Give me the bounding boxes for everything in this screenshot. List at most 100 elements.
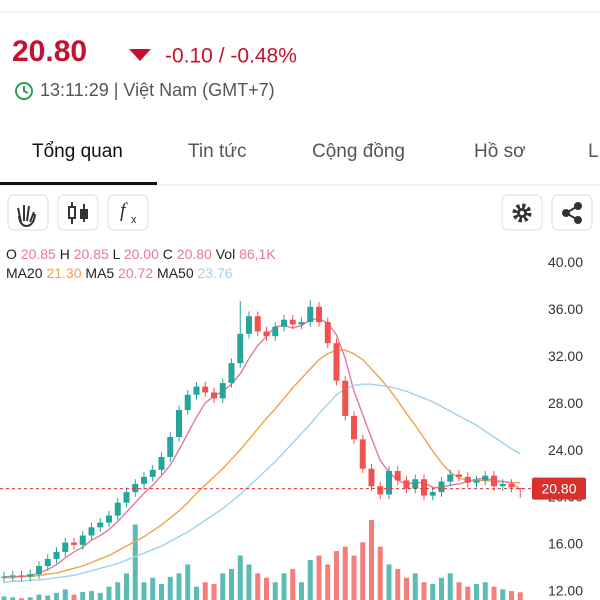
candle-body (421, 479, 427, 496)
candle-body (482, 475, 489, 481)
volume-bar (132, 524, 138, 600)
tab[interactable]: Hồ sơ (474, 141, 526, 162)
candle-body (114, 502, 121, 516)
ma-line (4, 349, 521, 579)
share-icon (562, 202, 582, 224)
y-tick-label: 12.00 (548, 582, 583, 598)
volume-bar (36, 594, 42, 600)
candle-body (193, 386, 200, 395)
volume-bar (290, 568, 296, 600)
candle-body (263, 331, 270, 337)
ma-line (4, 317, 521, 578)
candle-body (36, 565, 42, 575)
candle-body (123, 492, 130, 503)
ma-line (3, 383, 521, 584)
volume-bar (447, 573, 453, 600)
volume-bar (386, 564, 392, 600)
candle-body (27, 574, 34, 577)
candle-body (97, 522, 104, 528)
volume-bar (80, 592, 86, 600)
volume-bar (1, 596, 7, 600)
volume-bar (62, 589, 68, 600)
candle-button[interactable] (57, 194, 99, 231)
candle-body (88, 527, 95, 536)
candle-body (228, 363, 235, 384)
volume-bar (141, 582, 147, 600)
volume-bar (491, 586, 497, 600)
volume-bar (430, 584, 436, 600)
fx-icon-sub: x (131, 214, 137, 226)
candle-body (237, 333, 244, 364)
volume-bar (456, 582, 462, 600)
candle-body (342, 380, 349, 416)
candle-body (456, 474, 462, 477)
fx-icon: f (120, 200, 128, 222)
y-tick-label: 40.00 (548, 254, 583, 270)
candle-body (368, 468, 375, 487)
volume-bar (150, 577, 156, 600)
volume-bar (500, 589, 506, 600)
volume-bar (202, 582, 208, 600)
y-tick-label: 36.00 (548, 301, 583, 317)
candle-body (18, 575, 25, 577)
tab-underline (0, 182, 157, 185)
volume-bar (176, 573, 182, 600)
hand-icon (17, 205, 36, 228)
candle-body (184, 394, 191, 411)
volume-bar (194, 586, 199, 600)
tab[interactable]: Cộng đồng (312, 141, 405, 162)
tab[interactable]: Tin tức (188, 141, 246, 162)
volume-bar (474, 584, 479, 600)
candle-body (132, 483, 139, 493)
volume-bar (404, 577, 409, 600)
candle-body (211, 392, 217, 399)
gear-icon (512, 203, 532, 223)
volume-bar (115, 582, 121, 600)
volume-bar (54, 592, 59, 600)
volume-bar (509, 591, 514, 600)
candle-body (473, 480, 480, 483)
plot: 40.0036.0032.0028.0024.0020.0016.0012.00… (0, 254, 586, 600)
ohlc-legend: O 20.85 H 20.85 L 20.00 C 20.80 Vol 86,1… (6, 246, 276, 262)
volume-bar (264, 577, 269, 600)
volume-bar (19, 598, 24, 600)
volume-bar (482, 582, 488, 600)
tab[interactable]: L (588, 141, 599, 162)
tab[interactable]: Tổng quan (32, 141, 123, 162)
candle-body (202, 386, 209, 393)
volume-bar (246, 564, 252, 600)
candle-body (158, 456, 165, 470)
down-arrow (129, 49, 151, 61)
candle-body (447, 474, 454, 482)
clock-icon (15, 82, 33, 100)
candle-body (351, 415, 357, 440)
candle-body (517, 488, 524, 490)
share-button[interactable] (551, 194, 593, 231)
candle-body (394, 471, 401, 481)
volume-bar (342, 546, 348, 600)
volume-bar (167, 576, 173, 600)
y-tick-label: 24.00 (548, 442, 583, 458)
volume-bar (412, 573, 418, 600)
volume-bar (334, 551, 339, 600)
y-tick-label: 28.00 (548, 395, 583, 411)
volume-bar (27, 597, 33, 600)
volume-bar (97, 592, 103, 600)
candle-icon (68, 202, 88, 224)
candle-body (219, 383, 226, 399)
volume-bar (325, 564, 331, 600)
volume-bar (220, 573, 226, 600)
candle-body (403, 480, 410, 489)
volume-bar (124, 573, 129, 600)
volume-bar (159, 584, 164, 600)
volume-bar (307, 560, 313, 600)
candle-body (167, 437, 174, 457)
y-tick-label: 32.00 (548, 348, 583, 364)
candle-body (71, 542, 77, 545)
candle-body (298, 322, 305, 325)
y-tick-label: 16.00 (548, 536, 583, 552)
volume-bar (465, 586, 471, 600)
candle-body (272, 326, 279, 337)
indicator-button[interactable] (107, 194, 149, 231)
